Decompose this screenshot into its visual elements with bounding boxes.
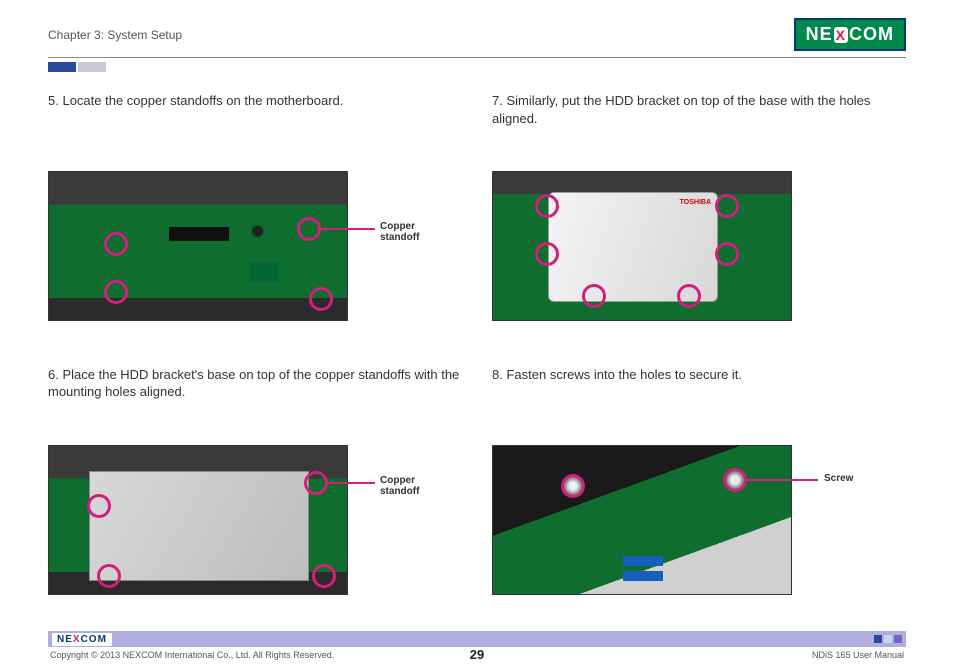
step-8-figure-wrap: Screw	[492, 445, 906, 621]
bracket-ring-2	[97, 564, 121, 588]
logo-part-x: X	[834, 27, 848, 43]
bracket-ring-3	[304, 471, 328, 495]
step-7-figure-wrap: TOSHIBA	[492, 171, 906, 347]
step-8-body: Fasten screws into the holes to secure i…	[506, 367, 742, 382]
pcb-connector	[169, 227, 229, 241]
step-6-text: 6. Place the HDD bracket's base on top o…	[48, 366, 462, 427]
copyright-text: Copyright © 2013 NEXCOM International Co…	[50, 650, 334, 660]
step-8-text: 8. Fasten screws into the holes to secur…	[492, 366, 906, 427]
footer-logo-x: X	[73, 634, 81, 645]
tab-accent-blue	[48, 62, 76, 72]
footer-bar: NEXCOM	[48, 631, 906, 647]
chapter-title: Chapter 3: System Setup	[48, 28, 182, 42]
callout-label-standoff-5: Copper standoff	[380, 221, 419, 243]
step-5-figure	[48, 171, 348, 321]
step-5-text: 5. Locate the copper standoffs on the mo…	[48, 92, 462, 153]
logo-part-right: COM	[849, 24, 894, 45]
header-color-tabs	[48, 62, 906, 72]
step-8-number: 8.	[492, 367, 503, 382]
step-6-body: Place the HDD bracket's base on top of t…	[48, 367, 459, 400]
bracket-ring-4	[312, 564, 336, 588]
sata-connector-1	[623, 556, 663, 566]
callout-line-standoff-5	[320, 228, 375, 230]
footer-block-2	[884, 635, 892, 643]
screw-ring-2	[723, 468, 747, 492]
step-6-number: 6.	[48, 367, 59, 382]
callout-label-standoff-5-l1: Copper	[380, 221, 419, 232]
footer-color-blocks	[874, 635, 902, 643]
step-7-figure: TOSHIBA	[492, 171, 792, 321]
callout-label-screw: Screw	[824, 473, 853, 484]
callout-line-screw	[746, 479, 818, 481]
step-5-body: Locate the copper standoffs on the mothe…	[62, 93, 343, 108]
page-number: 29	[470, 647, 484, 662]
logo-part-left: NE	[806, 24, 833, 45]
step-5-figure-wrap: Copper standoff	[48, 171, 462, 347]
manual-name: NDiS 165 User Manual	[812, 650, 904, 660]
callout-label-standoff-5-l2: standoff	[380, 232, 419, 243]
motherboard-photo	[49, 172, 347, 320]
angled-assembly-photo	[493, 446, 791, 594]
hdd-bracket-base	[89, 471, 309, 581]
brand-logo: NEXCOM	[794, 18, 906, 51]
footer-block-1	[874, 635, 882, 643]
pcb-sim-slot	[249, 262, 279, 282]
callout-line-standoff-6	[327, 482, 375, 484]
step-7-text: 7. Similarly, put the HDD bracket on top…	[492, 92, 906, 153]
step-7-number: 7.	[492, 93, 503, 108]
footer-block-3	[894, 635, 902, 643]
callout-label-standoff-6-l1: Copper	[380, 475, 419, 486]
step-6-figure-wrap: Copper standoff	[48, 445, 462, 621]
screw-ring-1	[561, 474, 585, 498]
step-5-number: 5.	[48, 93, 59, 108]
step-6-figure	[48, 445, 348, 595]
step-8-figure	[492, 445, 792, 595]
bracket-ring-1	[87, 494, 111, 518]
callout-label-standoff-6-l2: standoff	[380, 486, 419, 497]
callout-label-standoff-6: Copper standoff	[380, 475, 419, 497]
step-7-body: Similarly, put the HDD bracket on top of…	[492, 93, 870, 126]
tab-accent-grey	[78, 62, 106, 72]
sata-connector-2	[623, 571, 663, 581]
hdd-brand-label: TOSHIBA	[680, 199, 711, 206]
footer-logo-right: COM	[81, 634, 107, 645]
footer-logo-left: NE	[57, 634, 73, 645]
footer-logo: NEXCOM	[52, 633, 112, 646]
